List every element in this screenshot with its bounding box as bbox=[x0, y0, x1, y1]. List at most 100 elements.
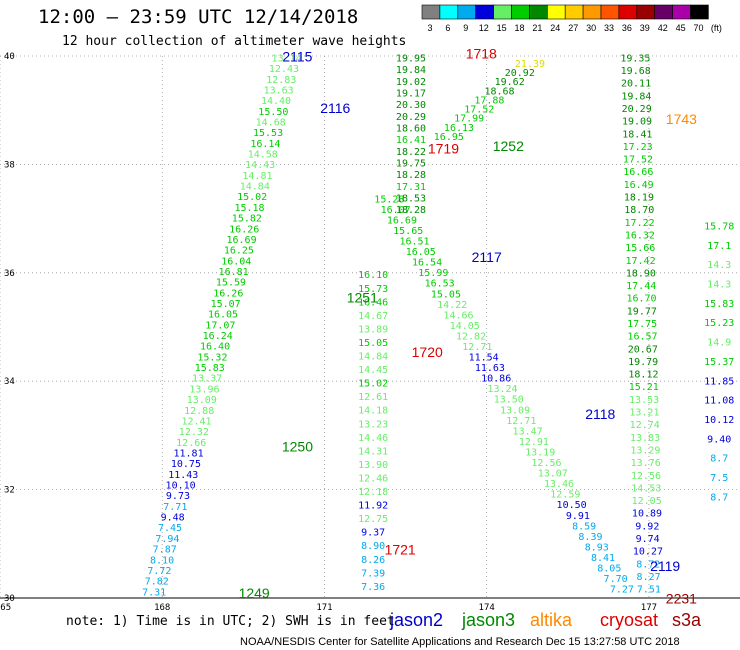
scale-label: (ft) bbox=[711, 23, 722, 33]
track-value: 14.22 bbox=[437, 300, 467, 311]
track-value: 14.40 bbox=[261, 96, 291, 107]
track-value: 13.29 bbox=[630, 445, 660, 456]
track-value: 13.09 bbox=[500, 405, 530, 416]
track-value: 20.92 bbox=[505, 68, 535, 79]
track-value: 11.92 bbox=[358, 501, 388, 512]
scale-swatch bbox=[457, 4, 476, 20]
scale-label: 30 bbox=[586, 23, 596, 33]
track-value: 10.12 bbox=[704, 415, 734, 426]
note-text: note: 1) Time is in UTC; 2) SWH is in fe… bbox=[66, 614, 395, 629]
track-value: 13.76 bbox=[631, 458, 661, 469]
track-value: 9.73 bbox=[166, 491, 190, 502]
track-value: 20.11 bbox=[621, 79, 651, 90]
track-value: 12.56 bbox=[631, 471, 661, 482]
track-value: 19.75 bbox=[396, 158, 426, 169]
satellite-legend: jason2 jason3 altika cryosat s3a bbox=[389, 610, 702, 630]
track-value: 15.28 bbox=[374, 194, 404, 205]
track-value: 11.63 bbox=[475, 363, 505, 374]
track-value: 12.46 bbox=[358, 473, 388, 484]
track-value: 13.14 bbox=[272, 53, 302, 64]
track-value: 16.57 bbox=[627, 332, 657, 343]
x-tick-label: 174 bbox=[479, 603, 495, 613]
track-value: 8.05 bbox=[597, 563, 621, 574]
track-value: 16.54 bbox=[412, 258, 442, 269]
track-value: 11.85 bbox=[704, 376, 734, 387]
track-value: 17.88 bbox=[474, 95, 504, 106]
track-value: 13.90 bbox=[358, 460, 388, 471]
track-value: 16.32 bbox=[625, 230, 655, 241]
track-value: 15.02 bbox=[358, 379, 388, 390]
track-value: 8.90 bbox=[361, 541, 385, 552]
track-value: 8.93 bbox=[585, 542, 609, 553]
scale-swatch bbox=[618, 4, 638, 20]
track-value: 15.99 bbox=[418, 268, 448, 279]
track-value: 20.30 bbox=[396, 100, 426, 111]
scale-label: 12 bbox=[479, 23, 489, 33]
scale-swatch bbox=[654, 4, 673, 20]
track-value: 19.35 bbox=[620, 53, 650, 64]
track-value: 13.07 bbox=[538, 469, 568, 480]
track-value: 14.05 bbox=[450, 321, 480, 332]
scale-swatch bbox=[582, 4, 602, 20]
track-value: 15.83 bbox=[195, 363, 225, 374]
scale-swatch bbox=[546, 4, 566, 20]
track-value: 18.41 bbox=[622, 129, 652, 140]
pass-label: 2119 bbox=[650, 558, 680, 574]
track-value: 7.71 bbox=[163, 502, 187, 513]
track-value: 15.50 bbox=[258, 107, 288, 118]
track-value: 14.45 bbox=[358, 365, 388, 376]
track-value: 16.04 bbox=[221, 256, 251, 267]
track-value: 15.32 bbox=[197, 352, 227, 363]
track-value: 15.07 bbox=[211, 299, 241, 310]
chart-subtitle: 12 hour collection of altimeter wave hei… bbox=[62, 34, 406, 49]
track-value: 17.75 bbox=[627, 319, 657, 330]
track-value: 12.74 bbox=[630, 420, 660, 431]
pass-label: 1252 bbox=[493, 138, 524, 154]
track-value: 16.24 bbox=[203, 331, 233, 342]
track-value: 17.44 bbox=[626, 281, 656, 292]
track-value: 19.79 bbox=[628, 357, 658, 368]
track-value: 7.5 bbox=[710, 473, 728, 484]
grid bbox=[0, 55, 740, 599]
track-value: 16.26 bbox=[229, 224, 259, 235]
track-value: 19.95 bbox=[396, 53, 426, 64]
scale-label: 18 bbox=[514, 23, 524, 33]
track-value: 19.68 bbox=[621, 66, 651, 77]
track-value: 19.84 bbox=[621, 91, 651, 102]
track-value: 7.82 bbox=[145, 577, 169, 588]
track-value: 14.31 bbox=[358, 446, 388, 457]
track-value: 17.52 bbox=[623, 155, 653, 166]
track-value: 15.65 bbox=[393, 226, 423, 237]
scale-label: 36 bbox=[622, 23, 632, 33]
track-value: 16.26 bbox=[213, 288, 243, 299]
track-value: 15.02 bbox=[237, 192, 267, 203]
track-value: 12.61 bbox=[358, 392, 388, 403]
track-value: 15.18 bbox=[234, 203, 264, 214]
track-value: 16.10 bbox=[358, 270, 388, 281]
track-value: 16.05 bbox=[406, 247, 436, 258]
track-value: 16.14 bbox=[250, 139, 280, 150]
x-tick-label: 177 bbox=[641, 603, 657, 613]
track-value: 10.27 bbox=[633, 547, 663, 558]
legend-altika: altika bbox=[530, 610, 573, 630]
track-value: 16.05 bbox=[208, 310, 238, 321]
track-value: 13.24 bbox=[487, 384, 517, 395]
track-value: 12.83 bbox=[266, 75, 296, 86]
track-value: 8.59 bbox=[572, 521, 596, 532]
x-tick-label: 171 bbox=[316, 603, 332, 613]
scale-label: 39 bbox=[640, 23, 650, 33]
scale-swatch bbox=[600, 4, 620, 20]
track-value: 15.21 bbox=[629, 382, 659, 393]
pass-label: 1720 bbox=[412, 344, 443, 360]
track-value: 16.25 bbox=[224, 246, 254, 257]
track-value: 17.42 bbox=[625, 256, 655, 267]
scale-label: 45 bbox=[676, 23, 686, 33]
track-value: 13.46 bbox=[544, 479, 574, 490]
track-value: 18.28 bbox=[396, 170, 426, 181]
track-value: 18.22 bbox=[396, 147, 426, 158]
track-value: 12.66 bbox=[176, 438, 206, 449]
scale-swatch bbox=[529, 4, 548, 20]
scale-label: 6 bbox=[445, 23, 450, 33]
track-value: 16.41 bbox=[396, 135, 426, 146]
